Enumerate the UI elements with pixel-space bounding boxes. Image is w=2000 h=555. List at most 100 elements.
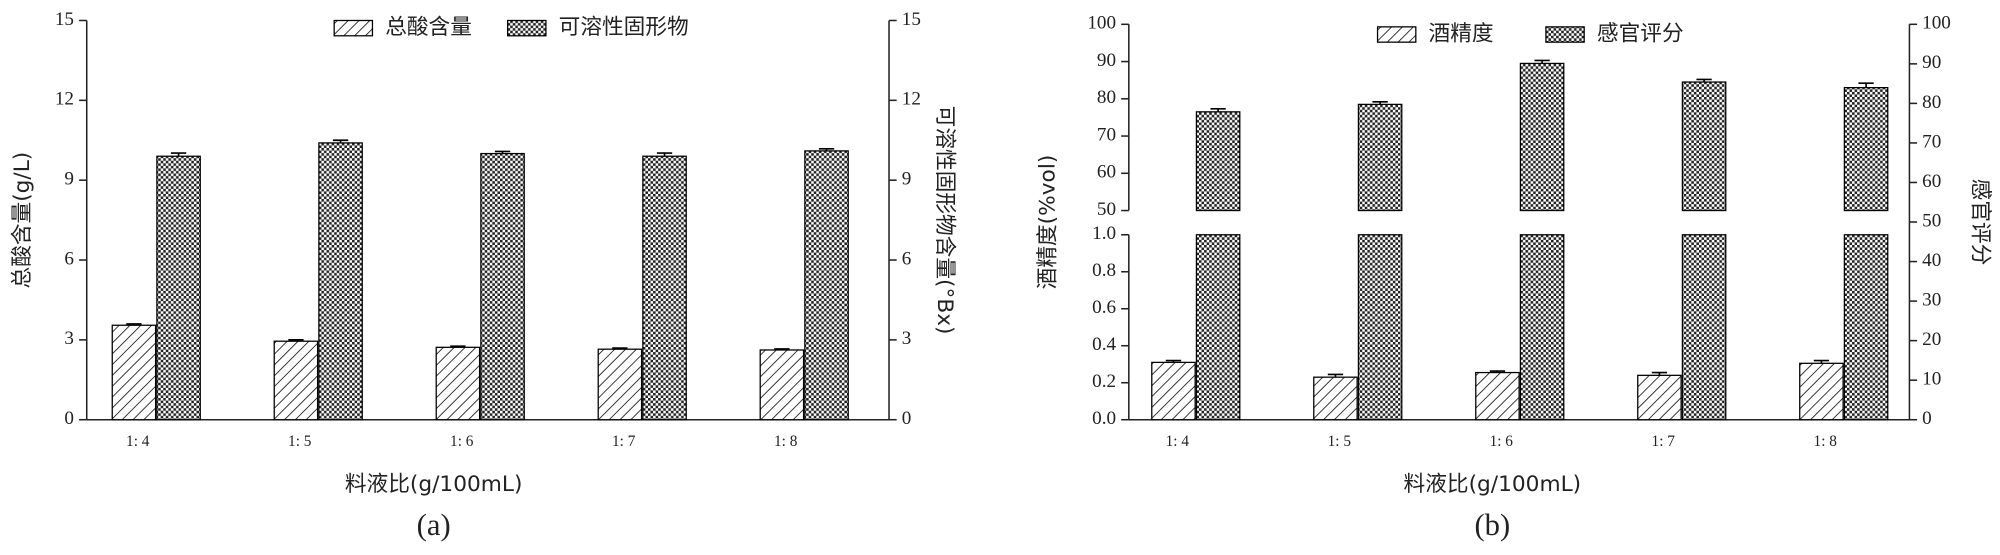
legend-label: 总酸含量	[385, 15, 472, 40]
x-tick-label: 1: 4	[1166, 433, 1190, 450]
bar	[156, 155, 201, 421]
legend-label: 可溶性固形物	[559, 15, 689, 40]
x-tick-label: 1: 8	[1814, 433, 1838, 450]
bar-continuation	[1843, 234, 1889, 421]
bar	[1195, 111, 1241, 212]
y-tick-label: 6	[64, 248, 74, 269]
bar	[273, 340, 319, 421]
y-tick-label: 90	[1097, 50, 1116, 71]
error-bar	[332, 139, 349, 143]
y-tick-label: 3	[64, 328, 74, 349]
y2-tick-label: 20	[1922, 329, 1941, 350]
legend-label: 感官评分	[1597, 22, 1684, 47]
y-tick-label: 0.2	[1092, 371, 1116, 392]
y2-tick-label: 3	[902, 328, 912, 349]
x-tick-label: 1: 4	[126, 433, 150, 450]
bar	[642, 155, 687, 421]
y-tick-label: 0.8	[1092, 260, 1116, 281]
bar-continuation	[1357, 234, 1403, 421]
error-bar	[1696, 78, 1712, 83]
y-axis-label: 酒精度(%vol)	[1035, 155, 1060, 290]
error-bar	[1651, 371, 1668, 376]
error-bar	[774, 348, 790, 350]
bar	[1475, 371, 1520, 421]
y-tick-label: 15	[55, 9, 74, 30]
y-tick-label: 100	[1087, 13, 1116, 34]
y2-tick-label: 6	[902, 248, 912, 269]
y-tick-label: 1.0	[1092, 223, 1116, 244]
y-tick-label: 12	[55, 89, 74, 110]
x-tick-label: 1: 6	[1490, 433, 1514, 450]
y2-tick-label: 9	[902, 169, 912, 190]
y-axis-label: 总酸含量(g/L)	[10, 152, 35, 289]
caption: (b)	[1474, 508, 1510, 542]
bar	[1357, 103, 1403, 212]
bar	[435, 346, 481, 421]
error-bar	[1165, 359, 1182, 363]
y-tick-label: 80	[1097, 87, 1116, 108]
y2-tick-label: 90	[1922, 52, 1941, 73]
error-bar	[1372, 100, 1388, 105]
y-tick-label: 0.0	[1092, 408, 1116, 429]
y2-axis-label: 感官评分	[1968, 179, 1993, 266]
error-bar	[1327, 373, 1344, 378]
y2-tick-label: 80	[1922, 92, 1941, 113]
bar-continuation	[1195, 234, 1241, 421]
bar	[318, 142, 363, 421]
x-tick-label: 1: 5	[288, 433, 312, 450]
legend-swatch	[1545, 26, 1585, 43]
y2-axis-label: 可溶性固形物含量(°Bx)	[932, 106, 957, 335]
y2-tick-label: 10	[1922, 369, 1941, 390]
legend-swatch	[507, 19, 547, 37]
bar	[1799, 362, 1844, 421]
error-bar	[1534, 59, 1550, 64]
legend-swatch	[333, 19, 374, 37]
y2-tick-label: 0	[902, 408, 912, 429]
x-tick-label: 1: 8	[774, 433, 798, 450]
y2-tick-label: 50	[1922, 210, 1941, 231]
error-bar	[1210, 108, 1226, 112]
bar	[1843, 86, 1889, 212]
error-bar	[126, 323, 142, 326]
y-tick-label: 0	[64, 408, 74, 429]
bar	[1519, 62, 1565, 212]
error-bar	[450, 345, 466, 348]
y2-tick-label: 70	[1922, 131, 1941, 152]
x-axis-label: 料液比(g/100mL)	[1404, 472, 1582, 497]
legend-swatch	[1376, 26, 1417, 43]
error-bar	[288, 339, 304, 342]
y2-tick-label: 100	[1922, 13, 1951, 34]
bar	[480, 152, 525, 421]
x-axis-label: 料液比(g/100mL)	[345, 472, 523, 497]
bar-continuation	[1681, 234, 1727, 421]
error-bar	[170, 152, 187, 157]
y2-tick-label: 12	[902, 89, 921, 110]
caption: (a)	[417, 508, 451, 542]
y2-tick-label: 40	[1922, 250, 1941, 271]
error-bar	[494, 150, 511, 154]
y-tick-label: 0.6	[1092, 297, 1116, 318]
y-tick-label: 60	[1097, 162, 1116, 183]
bar	[1151, 361, 1196, 421]
bar	[1637, 374, 1682, 421]
legend-label: 酒精度	[1429, 22, 1494, 47]
bar-continuation	[1519, 234, 1565, 421]
y2-tick-label: 60	[1922, 171, 1941, 192]
x-tick-label: 1: 7	[612, 433, 636, 450]
error-bar	[1489, 370, 1506, 373]
y2-tick-label: 0	[1922, 408, 1932, 429]
error-bar	[612, 347, 628, 350]
y2-tick-label: 30	[1922, 289, 1941, 310]
bar	[1313, 376, 1358, 421]
y-tick-label: 50	[1097, 199, 1116, 220]
error-bar	[1858, 82, 1874, 88]
error-bar	[818, 147, 835, 151]
error-bar	[1813, 359, 1830, 364]
y-tick-label: 9	[64, 169, 74, 190]
bar	[759, 349, 805, 421]
y-tick-label: 70	[1097, 124, 1116, 145]
x-tick-label: 1: 6	[450, 433, 474, 450]
y-tick-label: 0.4	[1092, 334, 1116, 355]
bar	[1681, 81, 1727, 212]
